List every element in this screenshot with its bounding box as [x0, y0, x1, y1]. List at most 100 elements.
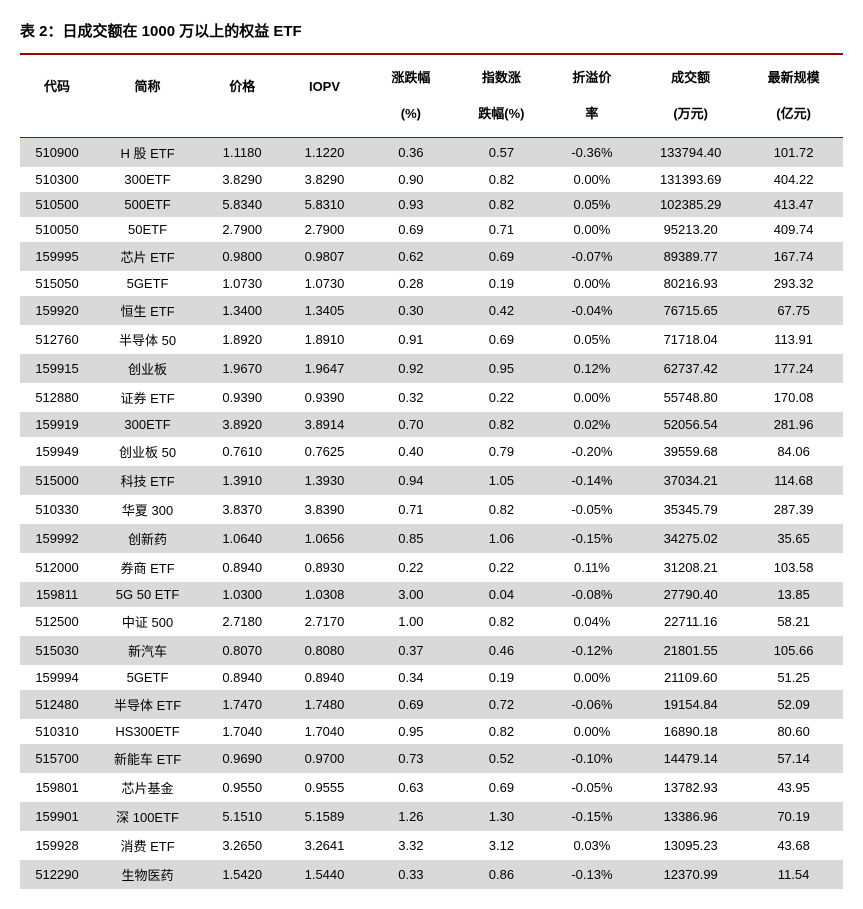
col-header-name: 简称 [94, 55, 201, 138]
table-cell: 0.04% [547, 607, 638, 636]
table-cell: 2.7900 [283, 217, 365, 242]
table-cell: 13782.93 [637, 773, 744, 802]
table-row: 5150505GETF1.07301.07300.280.190.00%8021… [20, 271, 843, 296]
table-cell: 创业板 [94, 354, 201, 383]
table-cell: -0.05% [547, 495, 638, 524]
etf-table: 代码 简称 价格 IOPV 涨跌幅(%) 指数涨跌幅(%) 折溢价率 成交额(万… [20, 53, 843, 889]
table-cell: 22711.16 [637, 607, 744, 636]
table-cell: 3.8920 [201, 412, 283, 437]
table-cell: 1.8920 [201, 325, 283, 354]
table-row: 159919300ETF3.89203.89140.700.820.02%520… [20, 412, 843, 437]
table-cell: 3.32 [366, 831, 457, 860]
table-cell: 413.47 [744, 192, 843, 217]
table-cell: 0.28 [366, 271, 457, 296]
col-header-prem: 折溢价率 [547, 55, 638, 138]
table-cell: 14479.14 [637, 744, 744, 773]
table-row: 512500中证 5002.71802.71701.000.820.04%227… [20, 607, 843, 636]
table-cell: 159901 [20, 802, 94, 831]
table-cell: 0.69 [366, 217, 457, 242]
table-cell: 67.75 [744, 296, 843, 325]
table-cell: 1.3930 [283, 466, 365, 495]
table-cell: 512480 [20, 690, 94, 719]
table-cell: 0.34 [366, 665, 457, 690]
table-cell: -0.14% [547, 466, 638, 495]
table-cell: 0.9390 [283, 383, 365, 412]
table-cell: 0.9690 [201, 744, 283, 773]
table-cell: -0.05% [547, 773, 638, 802]
table-cell: 3.00 [366, 582, 457, 607]
table-cell: 510050 [20, 217, 94, 242]
table-cell: 0.90 [366, 167, 457, 192]
table-cell: 1.00 [366, 607, 457, 636]
table-cell: 0.69 [366, 690, 457, 719]
table-cell: 510330 [20, 495, 94, 524]
table-cell: 2.7180 [201, 607, 283, 636]
table-cell: 167.74 [744, 242, 843, 271]
table-cell: 512500 [20, 607, 94, 636]
table-cell: 0.05% [547, 325, 638, 354]
table-cell: 1.9670 [201, 354, 283, 383]
table-cell: 0.8940 [201, 553, 283, 582]
table-cell: 293.32 [744, 271, 843, 296]
table-cell: 0.79 [456, 437, 547, 466]
table-cell: 1.30 [456, 802, 547, 831]
table-cell: 512760 [20, 325, 94, 354]
table-cell: 1.06 [456, 524, 547, 553]
table-cell: 102385.29 [637, 192, 744, 217]
table-cell: 70.19 [744, 802, 843, 831]
table-cell: 1.0308 [283, 582, 365, 607]
table-cell: 159919 [20, 412, 94, 437]
table-cell: 159949 [20, 437, 94, 466]
table-cell: -0.12% [547, 636, 638, 665]
table-row: 159995芯片 ETF0.98000.98070.620.69-0.07%89… [20, 242, 843, 271]
table-cell: 51.25 [744, 665, 843, 690]
table-cell: 80216.93 [637, 271, 744, 296]
table-cell: 58.21 [744, 607, 843, 636]
table-cell: 1.7470 [201, 690, 283, 719]
table-cell: 76715.65 [637, 296, 744, 325]
table-cell: 0.85 [366, 524, 457, 553]
table-cell: 0.04 [456, 582, 547, 607]
table-cell: 0.00% [547, 665, 638, 690]
table-cell: 创新药 [94, 524, 201, 553]
table-cell: 37034.21 [637, 466, 744, 495]
table-row: 159928消费 ETF3.26503.26413.323.120.03%130… [20, 831, 843, 860]
table-cell: 5.1510 [201, 802, 283, 831]
table-cell: 0.00% [547, 217, 638, 242]
table-cell: 1.1220 [283, 138, 365, 167]
table-cell: 170.08 [744, 383, 843, 412]
table-cell: -0.06% [547, 690, 638, 719]
table-cell: 1.0300 [201, 582, 283, 607]
table-cell: 287.39 [744, 495, 843, 524]
table-cell: 13386.96 [637, 802, 744, 831]
table-cell: 0.37 [366, 636, 457, 665]
table-row: 512000券商 ETF0.89400.89300.220.220.11%312… [20, 553, 843, 582]
table-cell: 0.82 [456, 167, 547, 192]
table-cell: 21801.55 [637, 636, 744, 665]
table-cell: 0.91 [366, 325, 457, 354]
table-cell: 0.95 [366, 719, 457, 744]
col-header-vol: 成交额(万元) [637, 55, 744, 138]
table-cell: 71718.04 [637, 325, 744, 354]
table-cell: 深 100ETF [94, 802, 201, 831]
table-cell: 159992 [20, 524, 94, 553]
table-cell: 1.26 [366, 802, 457, 831]
table-cell: HS300ETF [94, 719, 201, 744]
table-cell: 0.30 [366, 296, 457, 325]
table-cell: 300ETF [94, 167, 201, 192]
table-row: 512760半导体 501.89201.89100.910.690.05%717… [20, 325, 843, 354]
table-row: 159992创新药1.06401.06560.851.06-0.15%34275… [20, 524, 843, 553]
table-cell: 0.00% [547, 719, 638, 744]
table-cell: 21109.60 [637, 665, 744, 690]
table-cell: 0.9700 [283, 744, 365, 773]
table-cell: 0.82 [456, 607, 547, 636]
table-row: 510500500ETF5.83405.83100.930.820.05%102… [20, 192, 843, 217]
table-cell: 515700 [20, 744, 94, 773]
table-cell: 1.1180 [201, 138, 283, 167]
table-row: 510330华夏 3003.83703.83900.710.82-0.05%35… [20, 495, 843, 524]
table-cell: 34275.02 [637, 524, 744, 553]
table-cell: 0.92 [366, 354, 457, 383]
table-cell: 177.24 [744, 354, 843, 383]
table-cell: -0.08% [547, 582, 638, 607]
table-cell: 103.58 [744, 553, 843, 582]
